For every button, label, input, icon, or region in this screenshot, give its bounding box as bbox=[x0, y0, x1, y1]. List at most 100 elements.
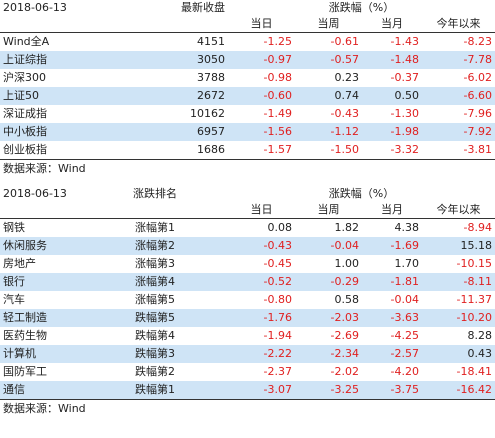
row-month-change: -0.04 bbox=[390, 293, 419, 306]
index-table: 2018-06-13 最新收盘 涨跌幅（%） 当日 当周 当月 今年以来 Win… bbox=[0, 0, 495, 159]
row-month-change: -1.48 bbox=[362, 51, 422, 69]
table-row: 钢铁 涨幅第1 0.08 1.82 4.38 -8.94 bbox=[0, 219, 495, 238]
table-row: 休闲服务 涨幅第2 -0.43 -0.04 -1.69 15.18 bbox=[0, 237, 495, 255]
row-month-change: -1.43 bbox=[390, 35, 419, 48]
row-week-change: -0.43 bbox=[330, 107, 359, 120]
table-row: Wind全A 4151 -1.25 -0.61 -1.43 -8.23 bbox=[0, 33, 495, 52]
row-close: 2672 bbox=[82, 87, 228, 105]
row-ytd-change: -10.20 bbox=[422, 309, 495, 327]
row-name: 国防军工 bbox=[3, 365, 47, 378]
row-week-change: -2.34 bbox=[295, 345, 362, 363]
sub-header-month: 当月 bbox=[362, 16, 422, 33]
row-month-change: -4.25 bbox=[390, 329, 419, 342]
row-ytd-change: -10.15 bbox=[456, 257, 493, 270]
row-name: 深证成指 bbox=[3, 107, 47, 120]
row-rank: 涨幅第1 bbox=[135, 221, 175, 234]
row-name: 房地产 bbox=[3, 257, 36, 270]
row-rank: 涨幅第2 bbox=[82, 237, 228, 255]
row-week-change: -1.50 bbox=[330, 143, 359, 156]
row-month-change: -4.20 bbox=[390, 365, 419, 378]
row-month-change: -3.63 bbox=[362, 309, 422, 327]
row-week-change: -0.29 bbox=[295, 273, 362, 291]
sub-header-month: 当月 bbox=[362, 202, 422, 219]
close-header: 最新收盘 bbox=[181, 1, 225, 14]
row-day-change: -0.43 bbox=[228, 237, 295, 255]
row-month-change: -0.37 bbox=[390, 71, 419, 84]
row-ytd-change: 0.43 bbox=[422, 345, 495, 363]
sub-header-day: 当日 bbox=[228, 16, 295, 33]
row-week-change: 1.82 bbox=[334, 221, 360, 234]
source-note: 数据来源：Wind bbox=[0, 159, 495, 178]
row-ytd-change: -8.11 bbox=[422, 273, 495, 291]
row-name: 钢铁 bbox=[3, 221, 25, 234]
date-header: 2018-06-13 bbox=[3, 187, 67, 200]
row-rank: 跌幅第1 bbox=[82, 381, 228, 399]
row-month-change: 0.50 bbox=[362, 87, 422, 105]
sub-header-row: 当日 当周 当月 今年以来 bbox=[0, 16, 495, 33]
row-day-change: -3.07 bbox=[228, 381, 295, 399]
row-name: 创业板指 bbox=[3, 143, 47, 156]
row-ytd-change: -7.96 bbox=[463, 107, 493, 120]
row-name: 医药生物 bbox=[3, 329, 47, 342]
row-day-change: -1.56 bbox=[228, 123, 295, 141]
table-row: 沪深300 3788 -0.98 0.23 -0.37 -6.02 bbox=[0, 69, 495, 87]
sub-header-day: 当日 bbox=[228, 202, 295, 219]
date-header: 2018-06-13 bbox=[3, 1, 67, 14]
row-day-change: -1.76 bbox=[228, 309, 295, 327]
row-month-change: 1.70 bbox=[394, 257, 420, 270]
row-name: 上证综指 bbox=[0, 51, 82, 69]
table-row: 轻工制造 跌幅第5 -1.76 -2.03 -3.63 -10.20 bbox=[0, 309, 495, 327]
row-ytd-change: -7.92 bbox=[422, 123, 495, 141]
table-row: 上证50 2672 -0.60 0.74 0.50 -6.60 bbox=[0, 87, 495, 105]
row-week-change: -0.61 bbox=[330, 35, 359, 48]
rank-header: 涨跌排名 bbox=[133, 187, 177, 200]
row-name: 计算机 bbox=[0, 345, 82, 363]
change-group-header: 涨跌幅（%） bbox=[328, 1, 395, 14]
row-ytd-change: -18.41 bbox=[456, 365, 493, 378]
row-close: 3050 bbox=[82, 51, 228, 69]
row-day-change: -0.60 bbox=[228, 87, 295, 105]
row-week-change: 0.58 bbox=[334, 293, 360, 306]
row-month-change: -1.98 bbox=[362, 123, 422, 141]
row-week-change: -3.25 bbox=[295, 381, 362, 399]
row-week-change: -0.57 bbox=[295, 51, 362, 69]
row-month-change: 4.38 bbox=[394, 221, 420, 234]
row-ytd-change: -8.23 bbox=[463, 35, 493, 48]
row-month-change: -1.30 bbox=[390, 107, 419, 120]
table-row: 房地产 涨幅第3 -0.45 1.00 1.70 -10.15 bbox=[0, 255, 495, 273]
row-ytd-change: -3.81 bbox=[463, 143, 493, 156]
row-month-change: -2.57 bbox=[362, 345, 422, 363]
industry-table: 2018-06-13 涨跌排名 涨跌幅（%） 当日 当周 当月 今年以来 钢铁涨… bbox=[0, 186, 495, 399]
row-ytd-change: -7.78 bbox=[422, 51, 495, 69]
row-close: 3788 bbox=[197, 71, 225, 84]
row-rank: 跌幅第3 bbox=[82, 345, 228, 363]
sub-header-row: 当日 当周 当月 今年以来 bbox=[0, 202, 495, 219]
row-name: Wind全A bbox=[3, 35, 50, 48]
row-name: 通信 bbox=[0, 381, 82, 399]
row-close: 4151 bbox=[197, 35, 225, 48]
row-rank: 涨幅第5 bbox=[135, 293, 175, 306]
row-day-change: -0.97 bbox=[228, 51, 295, 69]
row-close: 1686 bbox=[197, 143, 225, 156]
row-month-change: -1.69 bbox=[362, 237, 422, 255]
row-close: 10162 bbox=[190, 107, 225, 120]
row-month-change: -1.81 bbox=[362, 273, 422, 291]
row-name: 汽车 bbox=[3, 293, 25, 306]
row-rank: 涨幅第3 bbox=[135, 257, 175, 270]
table-row: 通信 跌幅第1 -3.07 -3.25 -3.75 -16.42 bbox=[0, 381, 495, 399]
row-ytd-change: -11.37 bbox=[456, 293, 493, 306]
table-row: 深证成指 10162 -1.49 -0.43 -1.30 -7.96 bbox=[0, 105, 495, 123]
row-ytd-change: -8.94 bbox=[463, 221, 493, 234]
row-day-change: 0.08 bbox=[267, 221, 293, 234]
table-row: 医药生物 跌幅第4 -1.94 -2.69 -4.25 8.28 bbox=[0, 327, 495, 345]
row-ytd-change: -6.60 bbox=[422, 87, 495, 105]
row-day-change: -0.52 bbox=[228, 273, 295, 291]
table-row: 上证综指 3050 -0.97 -0.57 -1.48 -7.78 bbox=[0, 51, 495, 69]
row-month-change: -3.32 bbox=[390, 143, 419, 156]
row-week-change: 0.23 bbox=[334, 71, 360, 84]
row-day-change: -0.98 bbox=[263, 71, 292, 84]
table-row: 创业板指 1686 -1.57 -1.50 -3.32 -3.81 bbox=[0, 141, 495, 159]
table-row: 银行 涨幅第4 -0.52 -0.29 -1.81 -8.11 bbox=[0, 273, 495, 291]
row-day-change: -2.22 bbox=[228, 345, 295, 363]
